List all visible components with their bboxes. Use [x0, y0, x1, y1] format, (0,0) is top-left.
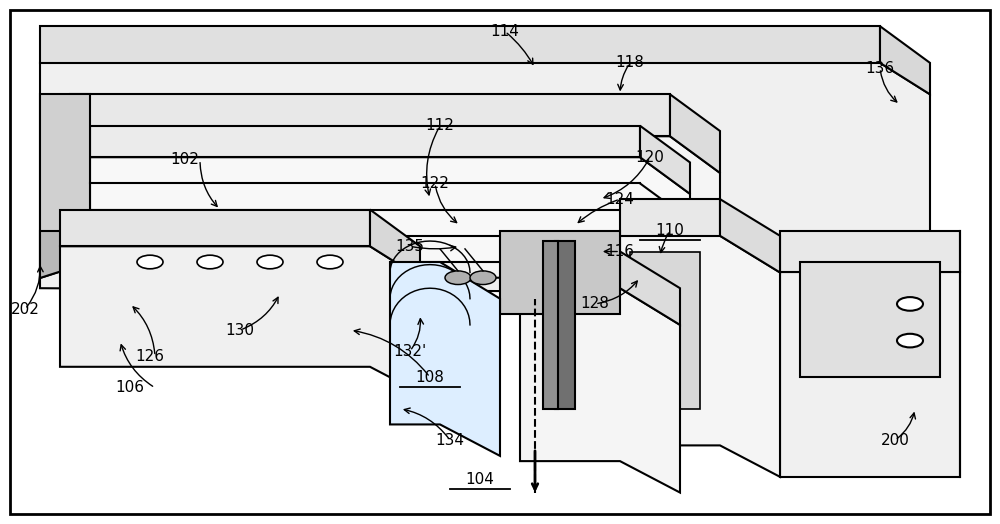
Polygon shape	[670, 94, 720, 173]
Circle shape	[470, 271, 496, 285]
Circle shape	[897, 334, 923, 347]
Text: 122: 122	[421, 176, 449, 191]
Polygon shape	[40, 26, 880, 63]
Text: 118: 118	[616, 56, 644, 70]
Text: 110: 110	[656, 223, 684, 238]
Polygon shape	[640, 126, 690, 194]
Polygon shape	[60, 246, 420, 393]
Text: 124: 124	[606, 192, 634, 206]
Circle shape	[897, 297, 923, 311]
Polygon shape	[90, 126, 640, 157]
Text: 104: 104	[466, 472, 494, 487]
Text: 102: 102	[171, 152, 199, 167]
Circle shape	[257, 255, 283, 269]
Circle shape	[317, 255, 343, 269]
Polygon shape	[70, 136, 720, 309]
Circle shape	[445, 271, 471, 285]
Text: 116: 116	[606, 244, 635, 259]
Polygon shape	[390, 262, 500, 456]
Polygon shape	[40, 231, 90, 278]
Text: 200: 200	[881, 433, 909, 447]
Text: 132': 132'	[393, 344, 427, 358]
Polygon shape	[60, 210, 370, 246]
Polygon shape	[70, 94, 670, 136]
Polygon shape	[520, 288, 680, 493]
Text: 126: 126	[136, 349, 164, 364]
Text: 120: 120	[636, 150, 664, 165]
Text: 112: 112	[426, 118, 454, 133]
Polygon shape	[40, 94, 90, 278]
Text: 134: 134	[436, 433, 464, 447]
Text: 130: 130	[226, 323, 254, 337]
Polygon shape	[880, 26, 930, 94]
Polygon shape	[90, 157, 690, 293]
Polygon shape	[370, 210, 420, 278]
Text: 135: 135	[396, 239, 424, 254]
Polygon shape	[780, 272, 960, 477]
Circle shape	[197, 255, 223, 269]
Text: 106: 106	[116, 380, 144, 395]
Text: 136: 136	[865, 61, 895, 75]
Polygon shape	[620, 252, 680, 325]
Polygon shape	[720, 199, 780, 272]
Polygon shape	[620, 199, 720, 236]
Polygon shape	[555, 241, 575, 409]
Polygon shape	[500, 231, 620, 314]
Text: 108: 108	[416, 370, 444, 385]
Polygon shape	[620, 236, 780, 477]
Polygon shape	[780, 231, 960, 272]
Polygon shape	[800, 262, 940, 377]
Polygon shape	[543, 241, 558, 409]
Polygon shape	[520, 252, 620, 288]
Polygon shape	[630, 252, 700, 409]
Text: 128: 128	[581, 297, 609, 311]
Circle shape	[137, 255, 163, 269]
Text: 114: 114	[491, 24, 519, 39]
Text: 202: 202	[11, 302, 39, 316]
Polygon shape	[40, 63, 930, 325]
